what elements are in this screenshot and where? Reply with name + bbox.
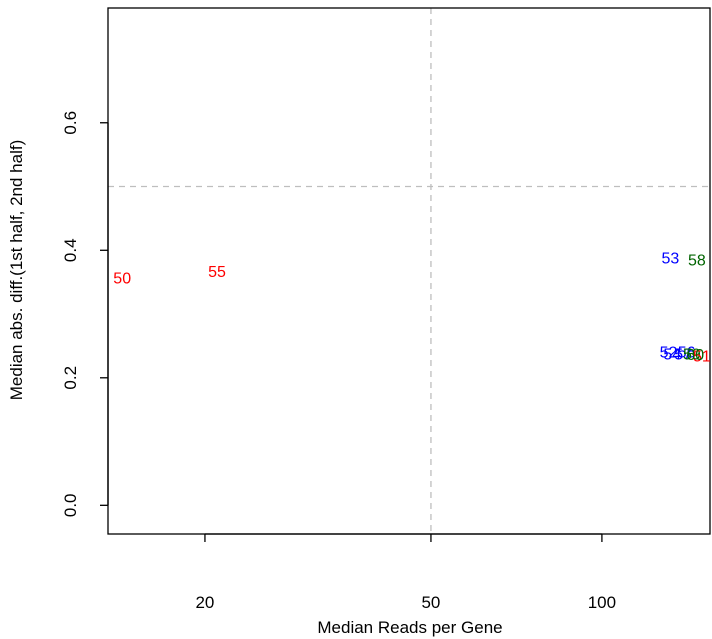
data-point-label: 50 [113,270,131,287]
data-point-label: 57 [674,346,692,363]
y-axis-label: Median abs. diff.(1st half, 2nd half) [7,140,26,401]
data-point-label: 51 [693,348,711,365]
data-point-label: 54 [663,346,681,363]
plot-area: 20 50 100 0.0 0.2 0.4 0.6 50 55 53 58 5254565759516… [61,7,711,612]
x-tick-label: 50 [421,593,440,612]
data-point-label: 60 [686,347,704,364]
data-point-label: 58 [688,253,706,270]
x-tick-label: 20 [195,593,214,612]
x-axis-label: Median Reads per Gene [317,618,502,637]
y-tick-label: 0.4 [61,238,80,262]
data-point-label: 52 [660,344,678,361]
data-point-label: 53 [661,251,679,268]
y-tick-label: 0.0 [61,493,80,517]
plot-frame [107,7,711,535]
x-tick-label: 100 [588,593,616,612]
data-point-label: 55 [208,264,226,281]
data-point-label: 56 [678,344,696,361]
y-tick-label: 0.2 [61,366,80,390]
y-tick-label: 0.6 [61,111,80,135]
data-point-label: 59 [683,346,701,363]
